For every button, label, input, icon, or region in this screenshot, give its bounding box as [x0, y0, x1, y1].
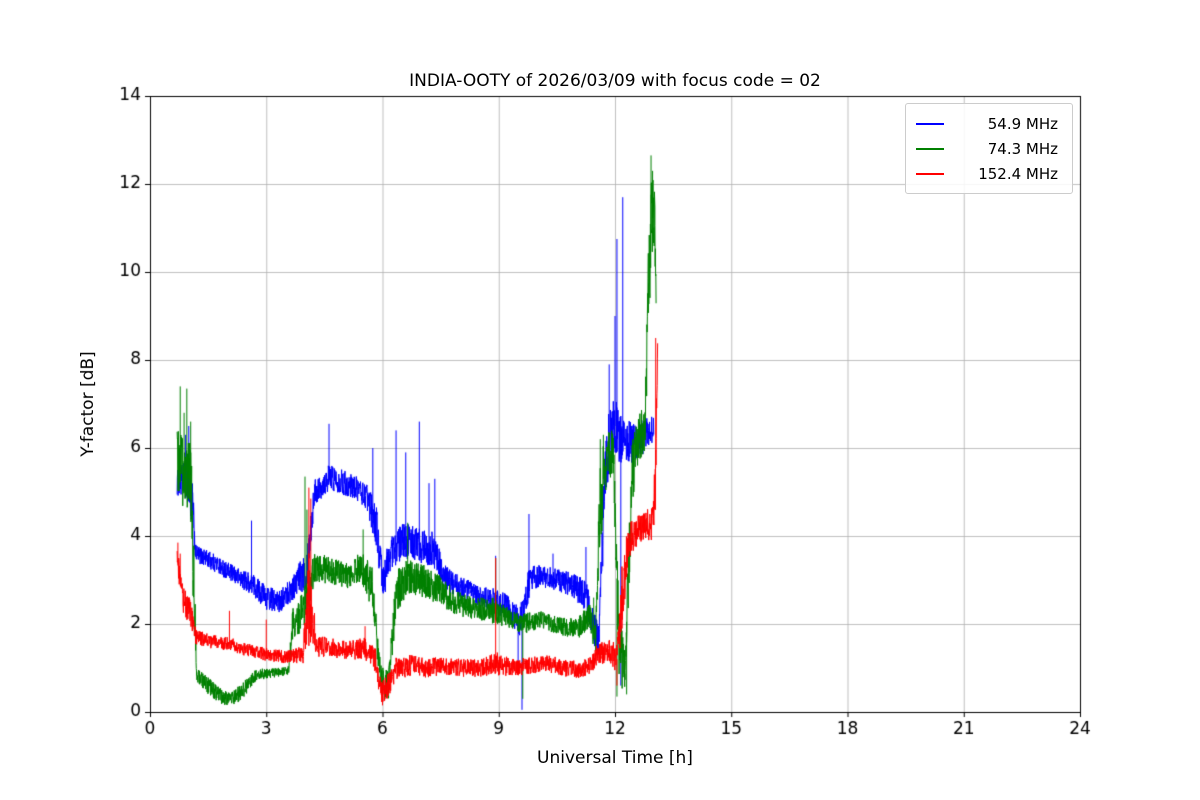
legend-line-blue	[916, 122, 944, 125]
x-axis-label: Universal Time [h]	[537, 748, 693, 768]
legend-entry-74-3mhz: 74.3 MHz	[916, 136, 1062, 161]
legend-entry-152-4mhz: 152.4 MHz	[916, 161, 1062, 186]
legend-label: 74.3 MHz	[987, 139, 1058, 158]
legend-label: 54.9 MHz	[987, 114, 1058, 133]
legend-line-green	[916, 147, 944, 150]
legend-line-red	[916, 172, 944, 175]
chart-title: INDIA-OOTY of 2026/03/09 with focus code…	[409, 71, 821, 91]
legend-entry-54-9mhz: 54.9 MHz	[916, 111, 1062, 136]
legend-label: 152.4 MHz	[978, 164, 1058, 183]
legend: 54.9 MHz 74.3 MHz 152.4 MHz	[905, 103, 1073, 194]
y-axis-label: Y-factor [dB]	[78, 351, 98, 457]
